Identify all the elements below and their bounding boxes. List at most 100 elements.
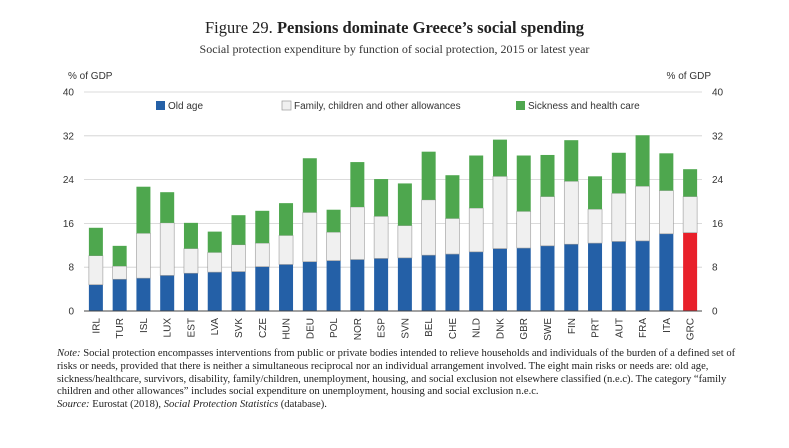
y-tick-label-right: 8 — [712, 263, 718, 274]
bar-old_age-ita — [659, 233, 674, 311]
x-tick-label: DNK — [495, 318, 506, 339]
x-tick-label: POL — [329, 318, 340, 338]
figure-subtitle: Social protection expenditure by functio… — [199, 42, 590, 56]
bar-family-est — [183, 248, 199, 274]
bar-old_age-pol — [326, 260, 341, 311]
x-tick-label: GRC — [686, 318, 697, 340]
bar-sickness-che — [445, 175, 460, 219]
bar-old_age-swe — [540, 245, 555, 311]
bar-sickness-isl — [136, 186, 151, 234]
legend-swatch-sickness — [516, 101, 525, 110]
bar-family-irl — [88, 255, 104, 286]
bar-family-fra — [635, 185, 650, 242]
bar-old_age-dnk — [492, 248, 507, 311]
bar-family-esp — [373, 215, 389, 259]
x-tick-label: PRT — [591, 318, 602, 338]
bar-family-che — [445, 218, 460, 255]
bar-old_age-lva — [207, 272, 222, 311]
source-end: (database). — [280, 399, 327, 411]
bar-sickness-irl — [88, 227, 103, 256]
bar-sickness-aut — [611, 152, 626, 194]
bar-family-fin — [563, 180, 579, 245]
figure-title-text: Pensions dominate Greece’s social spendi… — [276, 18, 585, 37]
bar-family-nld — [468, 207, 484, 253]
source-text: Eurostat (2018), — [92, 399, 162, 411]
bar-sickness-svn — [397, 183, 412, 226]
bar-family-dnk — [492, 176, 508, 249]
bar-family-gbr — [516, 211, 532, 249]
bar-sickness-deu — [302, 158, 317, 213]
bar-old_age-deu — [302, 261, 317, 311]
x-tick-label: EST — [186, 318, 197, 337]
bar-family-lva — [207, 252, 223, 273]
bar-family-hun — [278, 235, 294, 265]
bar-family-svk — [231, 244, 246, 272]
y-tick-label-right: 0 — [712, 307, 718, 318]
bar-sickness-cze — [255, 210, 270, 244]
bars — [88, 135, 698, 311]
note-label: Note: — [57, 348, 81, 359]
y-tick-label-right: 40 — [712, 88, 724, 99]
y-axis-title-left: % of GDP — [68, 71, 113, 82]
x-tick-label: NOR — [353, 318, 364, 340]
legend-swatch-old_age — [156, 101, 165, 110]
bar-old_age-lux — [160, 275, 175, 311]
y-tick-label-left: 16 — [63, 219, 75, 230]
bar-old_age-hun — [279, 264, 294, 311]
note-text: Social protection encompasses interventi… — [57, 348, 736, 398]
x-tick-label: IRL — [91, 318, 102, 334]
x-tick-label: BEL — [424, 318, 435, 337]
y-tick-label-left: 32 — [63, 131, 75, 142]
bar-old_age-nor — [350, 259, 365, 311]
x-tick-label: GBR — [519, 318, 530, 340]
figure-title: Figure 29. Pensions dominate Greece’s so… — [0, 18, 789, 38]
x-tick-label: LUX — [163, 318, 174, 338]
x-tick-label: DEU — [305, 318, 316, 339]
bar-family-cze — [254, 242, 270, 267]
bar-old_age-grc — [683, 232, 698, 311]
y-tick-label-left: 24 — [63, 175, 75, 186]
y-tick-label-left: 40 — [63, 88, 75, 99]
bar-old_age-nld — [469, 251, 484, 311]
bar-family-aut — [611, 192, 627, 242]
bar-family-ita — [659, 190, 674, 235]
x-tick-label: TUR — [115, 318, 126, 339]
x-tick-label: FRA — [638, 318, 649, 338]
y-tick-label-right: 16 — [712, 219, 724, 230]
bar-old_age-svn — [397, 257, 412, 311]
x-tick-label: CHE — [448, 318, 459, 339]
bar-old_age-bel — [421, 255, 436, 311]
x-tick-label: ISL — [139, 318, 150, 333]
bar-family-pol — [326, 231, 341, 261]
note-paragraph: Note: Social protection encompasses inte… — [57, 348, 739, 399]
chart-notes: Note: Social protection encompasses inte… — [57, 348, 739, 412]
x-tick-label: FIN — [567, 318, 578, 334]
bar-old_age-aut — [611, 241, 626, 311]
x-tick-label: AUT — [614, 318, 625, 338]
bar-family-svn — [397, 225, 413, 259]
bar-sickness-dnk — [492, 139, 507, 177]
bar-sickness-ita — [659, 153, 674, 191]
bar-sickness-esp — [374, 179, 389, 217]
bar-old_age-che — [445, 254, 460, 311]
bar-family-swe — [540, 196, 555, 247]
x-tick-label: ESP — [377, 318, 388, 338]
bar-old_age-cze — [255, 266, 270, 311]
bar-old_age-fin — [564, 244, 579, 311]
legend: Old age Family, children and other allowa… — [156, 100, 640, 112]
bar-family-isl — [136, 232, 151, 279]
bar-sickness-lux — [160, 192, 175, 223]
bar-sickness-lva — [207, 231, 222, 253]
bar-sickness-fra — [635, 135, 650, 187]
y-tick-label-right: 32 — [712, 131, 724, 142]
bar-old_age-fra — [635, 240, 650, 311]
x-tick-label: CZE — [258, 318, 269, 338]
y-tick-label-left: 8 — [68, 263, 74, 274]
source-paragraph: Source: Eurostat (2018), Social Protecti… — [57, 399, 739, 412]
bar-family-grc — [682, 196, 698, 234]
legend-label-old_age: Old age — [168, 101, 203, 112]
bar-sickness-swe — [540, 154, 555, 197]
source-database: Social Protection Statistics — [163, 399, 279, 411]
bar-sickness-gbr — [516, 155, 531, 212]
